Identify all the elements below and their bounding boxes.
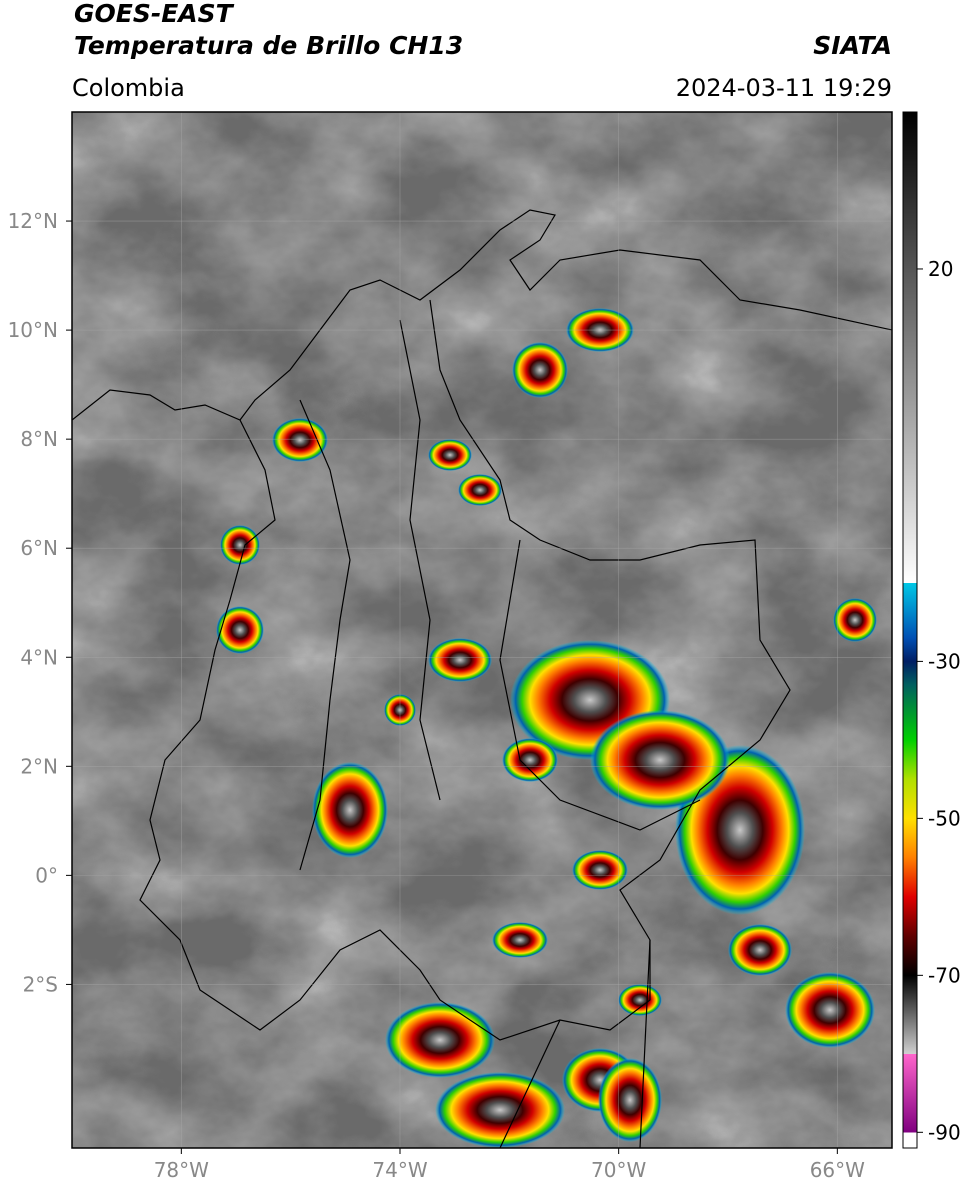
storm-cell <box>785 972 875 1048</box>
title: GOES-EAST <box>74 0 235 28</box>
colorbar-tick-label: -50 <box>928 806 961 830</box>
subtitle: Temperatura de Brillo CH13 <box>74 31 463 60</box>
borders <box>72 209 892 1148</box>
storm-cell <box>728 924 792 976</box>
colorbar-tick-label: 20 <box>928 257 953 281</box>
region: Colombia <box>72 74 185 102</box>
map <box>72 112 892 1148</box>
x-tick-label: 66°W <box>810 1158 865 1182</box>
colorbar-tick-label: -30 <box>928 649 961 673</box>
storm-cell <box>572 850 628 890</box>
storm-cell <box>216 606 264 654</box>
storm-cell <box>590 710 730 810</box>
clouds <box>72 112 892 1148</box>
grid <box>72 112 892 1148</box>
storm-cell <box>385 1002 495 1078</box>
storm-cell <box>492 922 548 958</box>
y-tick-label: 6°N <box>20 536 58 560</box>
storm-cell <box>312 762 388 858</box>
y-tick-label: 4°N <box>20 645 58 669</box>
y-tick-label: 0° <box>35 863 58 887</box>
storm-cell <box>598 1058 662 1142</box>
storm-cell <box>502 738 558 782</box>
storm-cell <box>458 474 502 506</box>
y-tick-label: 12°N <box>8 209 58 233</box>
storm-cell <box>428 439 472 471</box>
y-tick-label: 8°N <box>20 427 58 451</box>
x-tick-label: 74°W <box>372 1158 427 1182</box>
storm-cell <box>272 418 328 462</box>
storm-cell <box>833 598 877 642</box>
colorbar-tick-label: -70 <box>928 963 961 987</box>
storm-cell <box>512 342 568 398</box>
x-tick-label: 78°W <box>154 1158 209 1182</box>
y-tick-label: 2°N <box>20 754 58 778</box>
datetime: 2024-03-11 19:29 <box>676 74 892 102</box>
colorbar <box>902 111 918 1149</box>
storm-cell <box>428 638 492 682</box>
colorbar-tick-label: -90 <box>928 1120 961 1144</box>
storm-cell <box>435 1072 565 1148</box>
x-tick-label: 70°W <box>591 1158 646 1182</box>
y-tick-label: 10°N <box>8 318 58 342</box>
map-frame <box>71 111 893 1149</box>
storm-cell <box>618 984 662 1016</box>
storms <box>216 308 877 1148</box>
storm-cell <box>220 525 260 565</box>
source: SIATA <box>813 31 892 60</box>
y-tick-label: 2°S <box>23 972 58 996</box>
